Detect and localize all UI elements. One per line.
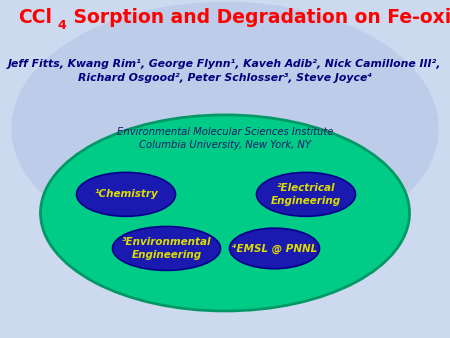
Ellipse shape <box>40 115 410 311</box>
Text: Sorption and Degradation on Fe-oxide surfaces: Sorption and Degradation on Fe-oxide sur… <box>67 8 450 27</box>
Text: ⁴EMSL @ PNNL: ⁴EMSL @ PNNL <box>232 243 317 254</box>
Ellipse shape <box>256 172 356 216</box>
Text: ³Environmental
Engineering: ³Environmental Engineering <box>122 237 211 260</box>
Ellipse shape <box>230 228 320 269</box>
Ellipse shape <box>112 226 220 270</box>
Text: Environmental Molecular Sciences Institute
Columbia University, New York, NY: Environmental Molecular Sciences Institu… <box>117 127 333 150</box>
Text: ¹Chemistry: ¹Chemistry <box>94 189 158 199</box>
Text: Jeff Fitts, Kwang Rim¹, George Flynn¹, Kaveh Adib², Nick Camillone III²,
Richard: Jeff Fitts, Kwang Rim¹, George Flynn¹, K… <box>8 59 442 83</box>
Text: 4: 4 <box>57 19 66 32</box>
Ellipse shape <box>76 172 176 216</box>
Text: CCl: CCl <box>18 8 52 27</box>
Ellipse shape <box>11 2 439 255</box>
Text: ²Electrical
Engineering: ²Electrical Engineering <box>271 183 341 206</box>
